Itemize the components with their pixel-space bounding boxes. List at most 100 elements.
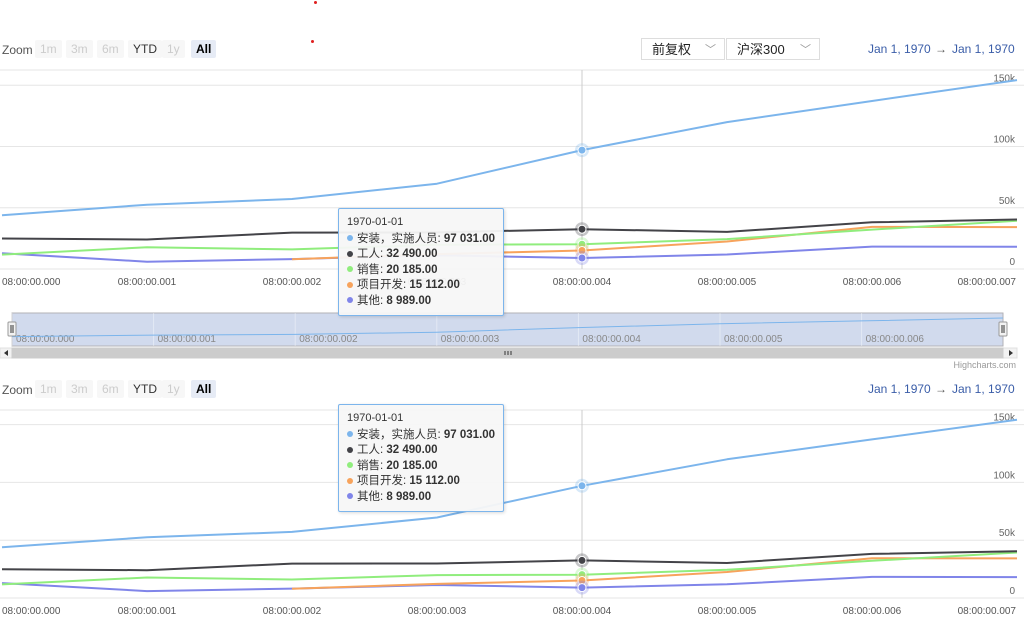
x-tick-label: 08:00:00.004: [553, 277, 612, 288]
bullet-icon: [347, 250, 353, 257]
series-line: [291, 557, 1018, 590]
bullet-icon: [347, 297, 353, 304]
series-line: [1, 575, 1018, 593]
tooltip-row: 销售: 20 185.00: [347, 263, 495, 279]
tooltip-series-name: 安装，实施人员: [357, 232, 438, 245]
zoom-ytd-button[interactable]: YTD: [128, 380, 162, 398]
tooltip-series-name: 其他: [357, 490, 380, 503]
zoom-label: Zoom: [2, 43, 33, 57]
tooltip-series-name: 项目开发: [357, 475, 403, 487]
chevron-down-icon: ﹀: [800, 44, 811, 56]
scrollbar-grip: [504, 351, 512, 355]
x-tick-label: 08:00:00.007: [958, 606, 1017, 617]
bullet-icon: [347, 446, 353, 453]
series-line: [1, 550, 1018, 572]
range-arrow: →: [935, 42, 947, 56]
series-line: [1, 218, 1018, 241]
zoom-1y-button[interactable]: 1y: [162, 40, 185, 58]
tooltip-series-name: 安装，实施人员: [357, 428, 438, 441]
chart-bottom[interactable]: 0 50k 100k 150k 08:00:00.000 08:00:00.001 08:0…: [0, 402, 1024, 642]
x-tick-label: 08:00:00.000: [2, 277, 61, 288]
series-line: [1, 245, 1018, 263]
tooltip-series-value: 8 989.00: [386, 294, 432, 307]
chevron-down-icon: ﹀: [705, 44, 716, 56]
x-tick-label: 08:00:00.002: [263, 606, 322, 617]
bullet-icon: [347, 235, 353, 242]
navigator-tick-label: 08:00:00.001: [158, 334, 217, 345]
zoom-all-button[interactable]: All: [191, 40, 217, 58]
range-from-input[interactable]: Jan 1, 1970: [868, 42, 931, 56]
tooltip-series-name: 销售: [357, 459, 380, 472]
y-tick-label: 0: [1009, 586, 1015, 597]
range-to-input[interactable]: Jan 1, 1970: [952, 42, 1015, 56]
scroll-right-arrow-icon: [1009, 350, 1013, 356]
zoom-1m-button[interactable]: 1m: [35, 40, 62, 58]
tooltip-series-value: 97 031.00: [443, 428, 496, 441]
x-tick-label: 08:00:00.000: [2, 606, 61, 617]
x-tick-label: 08:00:00.006: [843, 277, 902, 288]
data-point: [577, 145, 587, 155]
tooltip-row: 安装，实施人员: 97 031.00: [347, 428, 495, 444]
range-arrow: →: [935, 382, 947, 396]
data-point: [577, 224, 587, 234]
range-selector-bottom: Zoom 1m 3m 6m YTD 1y All Jan 1, 1970 → J…: [0, 380, 1024, 400]
tooltip-bottom: 1970-01-01 安装，实施人员: 97 031.00 工人: 32 490…: [338, 404, 505, 512]
tooltip-series-value: 32 490.00: [386, 248, 438, 260]
bullet-icon: [347, 266, 353, 273]
stray-dot: [311, 40, 314, 43]
range-from-input[interactable]: Jan 1, 1970: [868, 382, 931, 396]
zoom-ytd-button[interactable]: YTD: [128, 40, 162, 58]
x-tick-label: 08:00:00.007: [958, 277, 1017, 288]
data-point: [577, 481, 587, 491]
adjust-select-value: 前复权: [652, 42, 692, 57]
zoom-3m-button[interactable]: 3m: [66, 380, 93, 398]
x-tick-label: 08:00:00.006: [843, 606, 902, 617]
tooltip-series-value: 15 112.00: [409, 475, 460, 487]
navigator-tick-label: 08:00:00.003: [441, 334, 500, 345]
series-line: [1, 551, 1018, 586]
navigator-tick-label: 08:00:00.005: [724, 334, 783, 345]
x-tick-label: 08:00:00.005: [698, 277, 757, 288]
zoom-1m-button[interactable]: 1m: [35, 380, 62, 398]
tooltip-top: 1970-01-01 安装，实施人员: 97 031.00 工人: 32 490…: [338, 208, 505, 316]
zoom-6m-button[interactable]: 6m: [97, 40, 124, 58]
tooltip-row: 其他: 8 989.00: [347, 294, 495, 310]
tooltip-series-name: 其他: [357, 294, 380, 307]
data-point: [577, 555, 587, 565]
bullet-icon: [347, 493, 353, 500]
navigator-handle: [7, 321, 17, 337]
tooltip-row: 项目开发: 15 112.00: [347, 474, 495, 490]
range-selector-top: Zoom 1m 3m 6m YTD 1y All 前复权 ﹀ 沪深300 ﹀ Jan…: [0, 38, 1024, 60]
x-tick-label: 08:00:00.002: [263, 277, 322, 288]
tooltip-series-value: 20 185.00: [386, 459, 438, 472]
adjust-select[interactable]: 前复权 ﹀: [641, 38, 725, 60]
tooltip-series-name: 工人: [357, 444, 380, 456]
highcharts-credit[interactable]: Highcharts.com: [953, 360, 1016, 370]
tooltip-row: 工人: 32 490.00: [347, 443, 495, 459]
index-select[interactable]: 沪深300 ﹀: [726, 38, 820, 60]
zoom-3m-button[interactable]: 3m: [66, 40, 93, 58]
zoom-1y-button[interactable]: 1y: [162, 380, 185, 398]
y-tick-label: 0: [1009, 257, 1015, 268]
tooltip-row: 工人: 32 490.00: [347, 247, 495, 263]
navigator-tick-label: 08:00:00.000: [16, 334, 75, 345]
bullet-icon: [347, 431, 353, 438]
x-tick-label: 08:00:00.004: [553, 606, 612, 617]
tooltip-series-value: 8 989.00: [386, 490, 432, 503]
tooltip-date: 1970-01-01: [347, 216, 404, 228]
data-point: [577, 253, 587, 263]
y-tick-label: 100k: [993, 135, 1016, 146]
tooltip-row: 安装，实施人员: 97 031.00: [347, 232, 495, 248]
zoom-label: Zoom: [2, 383, 33, 397]
tooltip-series-value: 97 031.00: [443, 232, 496, 245]
zoom-all-button[interactable]: All: [191, 380, 217, 398]
range-to-input[interactable]: Jan 1, 1970: [952, 382, 1015, 396]
index-select-value: 沪深300: [737, 42, 785, 57]
navigator[interactable]: 08:00:00.000 08:00:00.001 08:00:00.002 08:0…: [0, 311, 1024, 361]
x-tick-label: 08:00:00.001: [118, 277, 177, 288]
tooltip-series-value: 15 112.00: [409, 279, 460, 291]
tooltip-series-name: 销售: [357, 263, 380, 276]
navigator-handle: [998, 321, 1008, 337]
zoom-6m-button[interactable]: 6m: [97, 380, 124, 398]
